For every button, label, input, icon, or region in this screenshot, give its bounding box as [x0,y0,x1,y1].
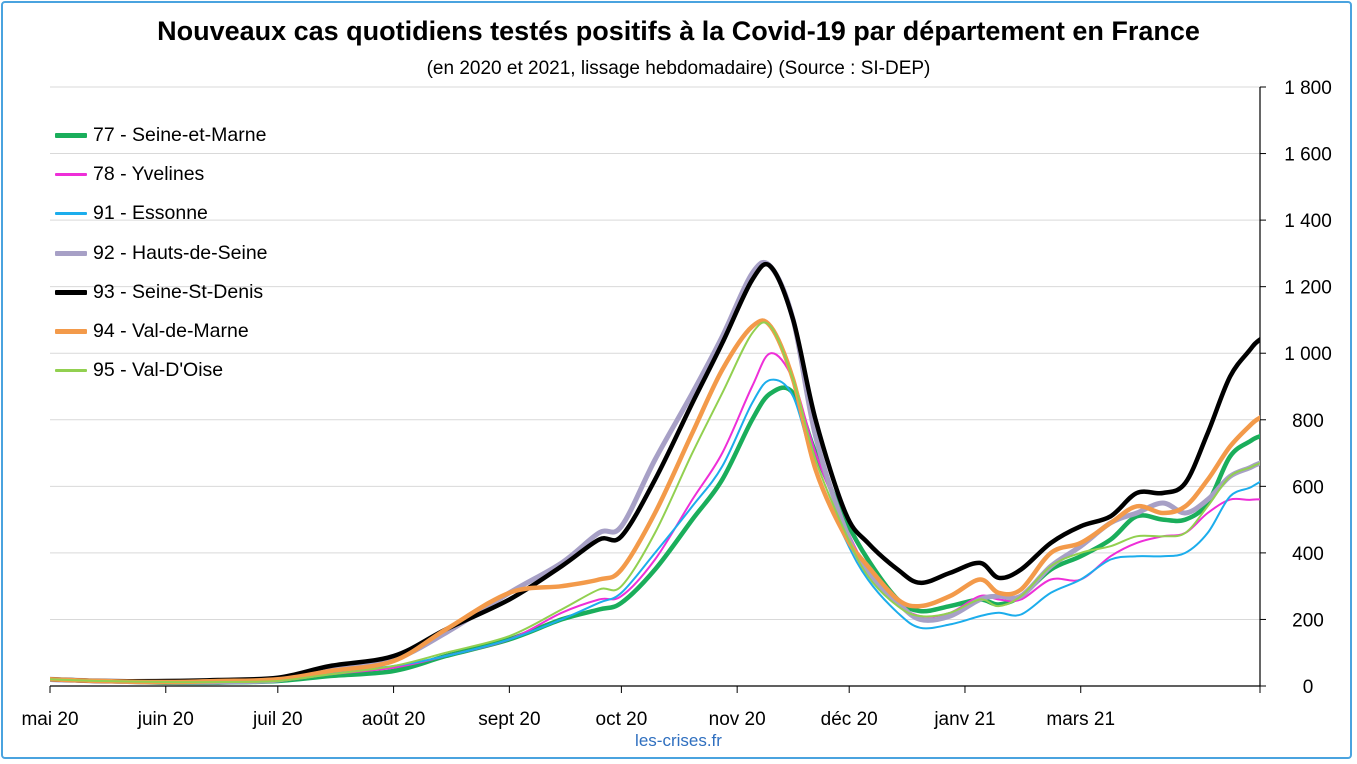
y-tick-label: 1 400 [1284,211,1332,232]
y-tick-label: 600 [1292,477,1324,498]
x-tick-label: janv 21 [933,709,995,730]
legend-item: 78 - Yvelines [55,155,268,194]
legend-label: 91 - Essonne [93,202,208,225]
legend-swatch [55,133,87,139]
legend-swatch [55,212,87,216]
chart-title: Nouveaux cas quotidiens testés positifs … [157,16,1200,46]
y-tick-label: 200 [1292,610,1324,631]
legend-swatch [55,329,87,335]
x-tick-label: juin 20 [137,709,194,730]
x-tick-label: déc 20 [821,709,878,730]
x-tick-label: sept 20 [478,709,540,730]
chart-subtitle: (en 2020 et 2021, lissage hebdomadaire) … [426,58,931,79]
series-line-1 [50,385,1260,686]
source-label: les-crises.fr [635,731,722,750]
legend-item: 95 - Val-D'Oise [55,351,268,390]
legend-label: 93 - Seine-St-Denis [93,280,264,303]
y-tick-label: 1 200 [1284,278,1332,299]
legend-item: 94 - Val-de-Marne [55,312,268,351]
x-tick-label: mai 20 [21,709,78,730]
x-tick-label: nov 20 [709,709,766,730]
series-line-7 [50,321,1260,684]
chart-legend: 77 - Seine-et-Marne 78 - Yvelines 91 - Ess… [55,116,268,390]
legend-swatch [55,369,87,373]
x-tick-label: août 20 [362,709,425,730]
y-tick-label: 1 600 [1284,145,1332,166]
legend-item: 77 - Seine-et-Marne [55,116,268,155]
legend-label: 92 - Hauts-de-Seine [93,241,268,264]
legend-swatch [55,173,87,177]
series-line-6 [50,318,1260,685]
legend-item: 93 - Seine-St-Denis [55,273,268,312]
y-tick-label: 1 800 [1284,78,1332,99]
legend-item: 91 - Essonne [55,194,268,233]
legend-label: 78 - Yvelines [93,163,205,186]
x-tick-label: juil 20 [252,709,303,730]
legend-label: 94 - Val-de-Marne [93,320,249,343]
x-tick-label: mars 21 [1046,709,1115,730]
legend-label: 95 - Val-D'Oise [93,359,224,382]
y-tick-label: 400 [1292,544,1324,565]
legend-swatch [55,250,87,256]
series-line-5 [50,261,1260,684]
legend-item: 92 - Hauts-de-Seine [55,234,268,273]
y-tick-label: 0 [1303,677,1314,698]
legend-label: 77 - Seine-et-Marne [93,124,267,147]
y-tick-label: 1 000 [1284,344,1332,365]
x-tick-label: oct 20 [596,709,648,730]
y-tick-label: 800 [1292,411,1324,432]
legend-swatch [55,289,87,295]
